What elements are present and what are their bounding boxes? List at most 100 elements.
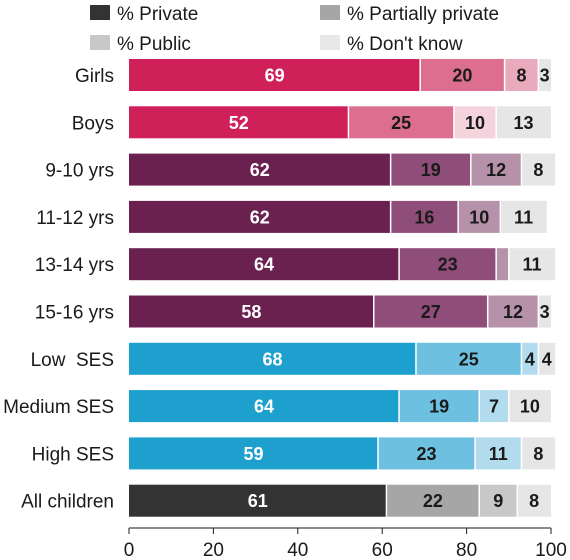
bar-segment bbox=[496, 106, 551, 139]
x-tick-label: 100 bbox=[535, 540, 567, 560]
data-label: 3 bbox=[540, 302, 550, 322]
bar-segment bbox=[517, 484, 551, 517]
bar-segment bbox=[129, 342, 416, 375]
category-label: Boys bbox=[72, 113, 114, 134]
category-label: Girls bbox=[75, 66, 114, 87]
bar-segment bbox=[386, 484, 480, 517]
bar-segment bbox=[390, 200, 459, 233]
bar-segment bbox=[458, 200, 501, 233]
bar-segment bbox=[129, 200, 391, 233]
legend-label: % Public bbox=[117, 34, 191, 55]
bar-segment bbox=[538, 59, 551, 91]
data-label: 22 bbox=[423, 491, 443, 511]
data-label: 20 bbox=[452, 66, 472, 86]
data-label: 10 bbox=[469, 207, 489, 227]
data-label: 19 bbox=[429, 397, 449, 417]
bar-segment bbox=[129, 390, 400, 423]
bar-segment bbox=[521, 153, 556, 186]
data-label: 19 bbox=[421, 160, 441, 180]
data-label: 23 bbox=[438, 255, 458, 275]
bar-segment bbox=[475, 437, 522, 470]
x-tick-label: 20 bbox=[203, 540, 224, 560]
data-label: 62 bbox=[250, 207, 270, 227]
data-label: 58 bbox=[241, 302, 261, 322]
x-tick-label: 0 bbox=[124, 540, 135, 560]
legend-label: % Don't know bbox=[347, 34, 463, 55]
bar-segment bbox=[538, 295, 551, 328]
x-tick-label: 80 bbox=[456, 540, 477, 560]
data-label: 4 bbox=[542, 349, 552, 369]
data-label: 69 bbox=[265, 66, 285, 86]
category-label: Medium SES bbox=[3, 397, 114, 418]
data-label: 12 bbox=[486, 160, 506, 180]
bar-segment bbox=[348, 106, 454, 139]
bar-segment bbox=[538, 342, 556, 375]
data-label: 62 bbox=[250, 160, 270, 180]
data-label: 25 bbox=[391, 113, 411, 133]
data-label: 11 bbox=[514, 207, 533, 227]
bar-segment bbox=[504, 59, 539, 91]
data-label: 8 bbox=[533, 160, 543, 180]
data-label: 25 bbox=[459, 349, 479, 369]
bar-segment bbox=[129, 437, 378, 470]
legend-label: % Private bbox=[117, 4, 198, 25]
category-label: Low SES bbox=[31, 350, 114, 371]
bar-segment bbox=[129, 106, 349, 139]
data-label: 3 bbox=[540, 66, 550, 86]
data-label: 11 bbox=[489, 444, 508, 464]
data-label: 10 bbox=[520, 397, 540, 417]
data-label: 8 bbox=[516, 66, 526, 86]
legend: % Private % Partially private % Public % Do… bbox=[90, 4, 499, 55]
data-label: 13 bbox=[514, 113, 534, 133]
bar-segment bbox=[479, 390, 509, 423]
data-label: 64 bbox=[254, 255, 274, 275]
bar-segment bbox=[415, 342, 522, 375]
legend-swatch bbox=[90, 35, 110, 50]
data-label: 8 bbox=[533, 444, 543, 464]
bar-segment bbox=[521, 342, 539, 375]
data-label: 52 bbox=[229, 113, 249, 133]
bar-segment bbox=[399, 390, 480, 423]
category-labels: Girls Boys 9-10 yrs 11-12 yrs 13-14 yrs 15-16… bbox=[3, 66, 114, 513]
data-label: 27 bbox=[421, 302, 441, 322]
bar-segment bbox=[521, 437, 556, 470]
data-label: 10 bbox=[465, 113, 485, 133]
data-label: 23 bbox=[416, 444, 436, 464]
data-label: 59 bbox=[243, 444, 263, 464]
data-label: 11 bbox=[522, 255, 541, 275]
bar-segment bbox=[373, 295, 488, 328]
bar-segment bbox=[508, 390, 551, 423]
bar-segment bbox=[129, 248, 400, 281]
bar-segment bbox=[508, 248, 556, 281]
data-label: 64 bbox=[254, 397, 274, 417]
bar-segment bbox=[479, 484, 518, 517]
data-label: 7 bbox=[489, 397, 499, 417]
data-label: 61 bbox=[248, 491, 268, 511]
bar-segment bbox=[470, 153, 522, 186]
x-tick-label: 60 bbox=[372, 540, 393, 560]
data-label: 4 bbox=[525, 349, 535, 369]
bar-segment bbox=[453, 106, 497, 139]
category-label: High SES bbox=[32, 444, 114, 465]
category-label: 15-16 yrs bbox=[35, 303, 114, 324]
bar-segment bbox=[129, 59, 421, 91]
bar-segment bbox=[390, 153, 471, 186]
legend-label: % Partially private bbox=[347, 4, 499, 25]
category-label: 9-10 yrs bbox=[45, 161, 114, 182]
data-label: 68 bbox=[262, 349, 282, 369]
x-axis: 0 20 40 60 80 100 bbox=[124, 527, 567, 560]
data-label: 12 bbox=[503, 302, 523, 322]
category-label: 13-14 yrs bbox=[35, 255, 114, 276]
category-label: All children bbox=[21, 492, 114, 513]
legend-swatch bbox=[320, 35, 340, 50]
bar-segment bbox=[420, 59, 505, 91]
legend-swatch bbox=[320, 5, 340, 20]
bar-segment bbox=[129, 295, 374, 328]
x-tick-label: 40 bbox=[287, 540, 308, 560]
bar-segment bbox=[487, 295, 539, 328]
data-label: 9 bbox=[493, 491, 503, 511]
bar-segment bbox=[129, 153, 391, 186]
legend-swatch bbox=[90, 5, 110, 20]
